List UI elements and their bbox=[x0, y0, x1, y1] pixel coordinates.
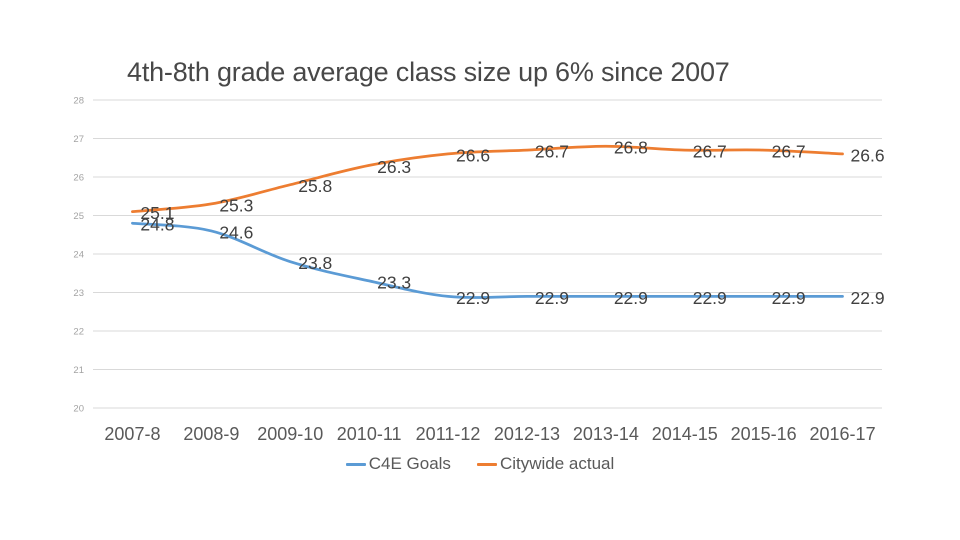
legend-line-swatch-blue bbox=[345, 462, 366, 466]
data-label: 26.8 bbox=[614, 138, 648, 158]
legend-label: Citywide actual bbox=[499, 454, 615, 473]
series-line-c4e-goals bbox=[131, 221, 844, 299]
data-label: 22.9 bbox=[614, 288, 648, 308]
x-tick-label: 2016-17 bbox=[810, 424, 876, 444]
data-label: 25.8 bbox=[298, 176, 332, 196]
x-tick-label: 2012-13 bbox=[494, 424, 560, 444]
data-label: 24.6 bbox=[219, 222, 253, 242]
data-label: 22.9 bbox=[693, 288, 727, 308]
y-tick-label: 20 bbox=[73, 404, 84, 415]
data-label: 23.8 bbox=[298, 253, 332, 273]
data-label: 26.6 bbox=[851, 145, 885, 165]
data-label: 22.9 bbox=[772, 288, 806, 308]
x-tick-label: 2015-16 bbox=[731, 424, 797, 444]
data-label: 26.6 bbox=[456, 145, 490, 165]
y-tick-label: 27 bbox=[73, 134, 84, 145]
y-tick-label: 23 bbox=[73, 288, 84, 299]
x-tick-label: 2007-8 bbox=[104, 424, 160, 444]
chart-title: 4th-8th grade average class size up 6% s… bbox=[127, 57, 730, 87]
data-label: 26.3 bbox=[377, 157, 411, 177]
y-tick-label: 21 bbox=[73, 365, 84, 376]
data-label: 26.7 bbox=[772, 142, 806, 162]
x-tick-label: 2008-9 bbox=[183, 424, 239, 444]
x-tick-label: 2011-12 bbox=[416, 424, 481, 444]
y-tick-label: 25 bbox=[73, 211, 84, 222]
x-tick-label: 2009-10 bbox=[257, 424, 323, 444]
y-tick-label: 28 bbox=[73, 96, 84, 107]
data-label: 24.8 bbox=[140, 215, 174, 235]
data-label: 26.7 bbox=[693, 142, 727, 162]
data-label: 22.9 bbox=[535, 288, 569, 308]
legend-line-swatch-orange bbox=[476, 462, 497, 466]
legend-item-c4e-goals: C4E Goals bbox=[345, 454, 451, 474]
data-label: 26.7 bbox=[535, 142, 569, 162]
data-label: 23.3 bbox=[377, 272, 411, 292]
chart-legend: C4E Goals Citywide actual bbox=[0, 454, 960, 474]
x-tick-label: 2014-15 bbox=[652, 424, 718, 444]
y-tick-label: 22 bbox=[73, 327, 84, 338]
x-tick-label: 2013-14 bbox=[573, 424, 639, 444]
data-label: 22.9 bbox=[456, 288, 490, 308]
data-label: 22.9 bbox=[851, 288, 885, 308]
x-tick-label: 2010-11 bbox=[337, 424, 402, 444]
data-label: 25.1 bbox=[140, 203, 174, 223]
series-line-citywide-actual bbox=[131, 144, 844, 213]
data-label: 25.3 bbox=[219, 195, 253, 215]
y-tick-label: 24 bbox=[73, 250, 84, 261]
legend-label: C4E Goals bbox=[368, 454, 451, 473]
legend-item-citywide-actual: Citywide actual bbox=[476, 454, 615, 474]
y-tick-label: 26 bbox=[73, 173, 84, 184]
